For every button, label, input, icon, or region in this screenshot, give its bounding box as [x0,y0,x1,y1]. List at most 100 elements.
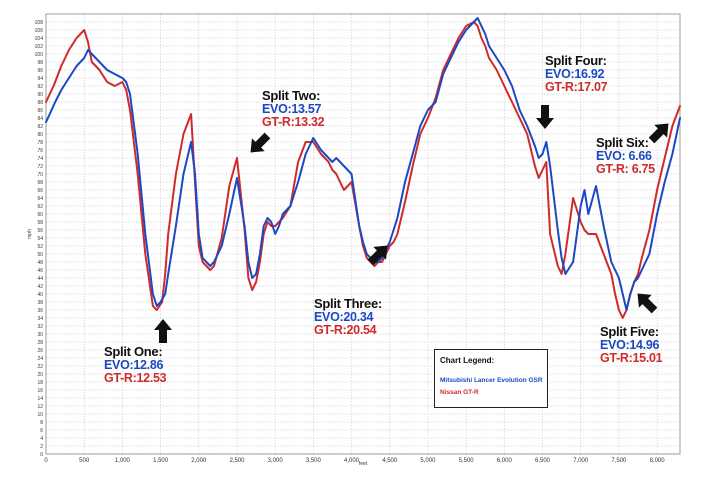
y-tick-label: 12 [37,404,43,410]
y-tick-label: 32 [37,324,43,330]
y-tick-label: 46 [37,268,43,274]
split5-arrow-icon [637,293,658,314]
split-one-gtr: GT-R:12.53 [104,370,167,385]
y-axis-ticks: 0246810121416182022242628303234363840424… [35,20,44,458]
split-two-annotation: Split Two: EVO:13.57 GT-R:13.32 [262,88,325,129]
x-tick-label: 4,000 [344,458,360,464]
x-tick-label: 0 [44,458,48,464]
x-tick-label: 1,000 [115,458,131,464]
y-tick-label: 72 [37,164,43,170]
y-tick-label: 90 [37,92,43,98]
split-four-evo: EVO:16.92 [545,66,605,81]
x-tick-label: 500 [79,458,90,464]
y-tick-label: 100 [35,52,44,58]
split-two-title: Split Two: [262,88,321,103]
y-tick-label: 26 [37,348,43,354]
y-tick-label: 82 [37,124,43,130]
y-tick-label: 6 [40,428,43,434]
plot-frame [45,13,681,455]
y-tick-label: 8 [40,420,43,426]
y-tick-label: 74 [37,156,43,162]
y-tick-label: 48 [37,260,43,266]
y-tick-label: 18 [37,380,43,386]
split-three-evo: EVO:20.34 [314,309,374,324]
y-tick-label: 30 [37,332,43,338]
split4-arrow-icon [536,105,554,129]
series-line-evo [45,17,681,311]
x-tick-label: 6,000 [497,458,513,464]
y-tick-label: 64 [37,196,43,202]
y-tick-label: 78 [37,140,43,146]
y-axis-label: mph [27,229,33,239]
y-tick-label: 62 [37,204,43,210]
y-tick-label: 42 [37,284,43,290]
split-five-gtr: GT-R:15.01 [600,350,663,365]
y-tick-label: 88 [37,100,43,106]
x-tick-label: 3,000 [268,458,284,464]
split-six-evo: EVO: 6.66 [596,148,652,163]
split-one-annotation: Split One: EVO:12.86 GT-R:12.53 [104,345,167,385]
x-tick-label: 2,500 [229,458,245,464]
y-tick-label: 16 [37,388,43,394]
y-tick-label: 2 [40,444,43,450]
y-tick-label: 50 [37,252,43,258]
split-four-annotation: Split Four: EVO:16.92 GT-R:17.07 [545,53,608,94]
x-tick-label: 8,000 [650,458,666,464]
y-tick-label: 38 [37,300,43,306]
y-tick-label: 40 [37,292,43,298]
y-tick-label: 0 [40,452,43,458]
split-two-gtr: GT-R:13.32 [262,114,325,129]
y-tick-label: 68 [37,180,43,186]
y-tick-label: 102 [35,44,44,50]
split-four-title: Split Four: [545,53,607,68]
y-tick-label: 4 [40,436,43,442]
y-tick-label: 56 [37,228,43,234]
y-tick-label: 34 [37,316,43,322]
y-tick-label: 96 [37,68,43,74]
x-tick-label: 5,500 [459,458,475,464]
split-four-gtr: GT-R:17.07 [545,79,608,94]
y-tick-label: 22 [37,364,43,370]
y-tick-label: 76 [37,148,43,154]
y-tick-label: 94 [37,76,43,82]
y-tick-label: 60 [37,212,43,218]
split-five-annotation: Split Five: EVO:14.96 GT-R:15.01 [600,324,663,365]
split-three-title: Split Three: [314,296,382,311]
x-tick-label: 4,500 [382,458,398,464]
y-tick-label: 28 [37,340,43,346]
series-lines [45,17,681,319]
x-tick-label: 6,500 [535,458,551,464]
y-tick-label: 86 [37,108,43,114]
y-tick-label: 104 [35,36,44,42]
y-tick-label: 52 [37,244,43,250]
y-tick-label: 54 [37,236,43,242]
y-tick-label: 10 [37,412,43,418]
y-tick-label: 14 [37,396,43,402]
split-two-evo: EVO:13.57 [262,101,322,116]
split-three-gtr: GT-R:20.54 [314,322,377,337]
annotation-arrows [154,105,669,343]
y-tick-label: 92 [37,84,43,90]
legend-entry-gtr: Nissan GT-R [440,389,479,396]
y-tick-label: 20 [37,372,43,378]
y-tick-label: 24 [37,356,43,362]
legend-title: Chart Legend: [440,356,495,365]
x-tick-label: 2,000 [191,458,207,464]
split6-arrow-icon [648,123,669,144]
y-tick-label: 70 [37,172,43,178]
split-six-annotation: Split Six: EVO: 6.66 GT-R: 6.75 [596,136,655,176]
split-five-title: Split Five: [600,324,659,339]
series-line-gtr [45,21,681,319]
y-tick-label: 44 [37,276,43,282]
split1-arrow-icon [154,319,172,343]
x-tick-label: 7,500 [611,458,627,464]
y-tick-label: 80 [37,132,43,138]
x-tick-label: 7,000 [573,458,589,464]
x-tick-label: 3,500 [306,458,322,464]
x-tick-label: 1,500 [153,458,169,464]
y-tick-label: 66 [37,188,43,194]
y-tick-label: 98 [37,60,43,66]
x-axis-label: feet [359,461,368,467]
split-six-title: Split Six: [596,135,649,150]
x-axis-ticks: 0 500 1,000 1,500 2,000 2,500 3,000 3,500 4,000 4… [44,458,665,464]
